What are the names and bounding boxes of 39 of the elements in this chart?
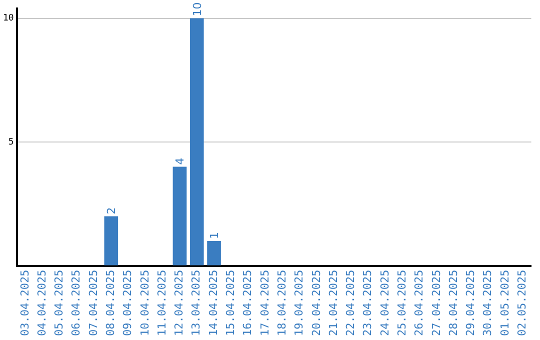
x-tick-label: 21.04.2025	[326, 270, 340, 336]
x-tick-label: 29.04.2025	[464, 270, 478, 336]
data-label: 1	[208, 232, 222, 240]
x-tick-label: 22.04.2025	[344, 270, 358, 336]
x-tick-label: 04.04.2025	[35, 270, 48, 336]
x-tick-label: 07.04.2025	[86, 270, 100, 336]
x-tick-label: 17.04.2025	[258, 270, 272, 336]
x-tick-label: 10.04.2025	[138, 270, 152, 336]
x-tick-label: 08.04.2025	[104, 270, 118, 336]
x-tick-label: 06.04.2025	[70, 270, 83, 336]
x-tick-label: 24.04.2025	[378, 270, 392, 336]
x-tick-label: 03.04.2025	[18, 270, 32, 336]
data-label: 10	[190, 2, 204, 16]
y-tick-label: 5	[8, 137, 14, 148]
x-tick-label: 09.04.2025	[121, 270, 134, 336]
bar	[190, 18, 204, 266]
x-tick-label: 13.04.2025	[190, 270, 203, 336]
x-tick-label: 16.04.2025	[241, 270, 254, 336]
x-tick-label: 02.05.2025	[516, 270, 529, 336]
x-tick-label: 05.04.2025	[52, 270, 66, 336]
bar	[207, 241, 221, 266]
x-tick-label: 28.04.2025	[446, 270, 460, 336]
x-tick-label: 25.04.2025	[396, 270, 408, 336]
x-tick-label: 27.04.2025	[430, 270, 443, 336]
bar	[172, 166, 187, 266]
x-tick-label: 23.04.2025	[361, 270, 374, 336]
x-tick-label: 30.04.2025	[481, 270, 494, 336]
x-tick-label: 19.04.2025	[292, 270, 306, 336]
data-label: 4	[174, 158, 187, 165]
x-tick-label: 12.04.2025	[172, 270, 186, 336]
x-tick-label: 26.04.2025	[412, 270, 426, 336]
x-tick-label: 15.04.2025	[224, 270, 238, 336]
x-tick-label: 11.04.2025	[155, 270, 168, 336]
data-label: 2	[105, 207, 118, 214]
x-tick-label: 01.05.2025	[498, 270, 512, 336]
x-tick-label: 14.04.2025	[206, 270, 220, 336]
x-tick-label: 18.04.2025	[275, 270, 288, 336]
bar	[104, 216, 118, 266]
x-tick-label: 20.04.2025	[310, 270, 323, 336]
